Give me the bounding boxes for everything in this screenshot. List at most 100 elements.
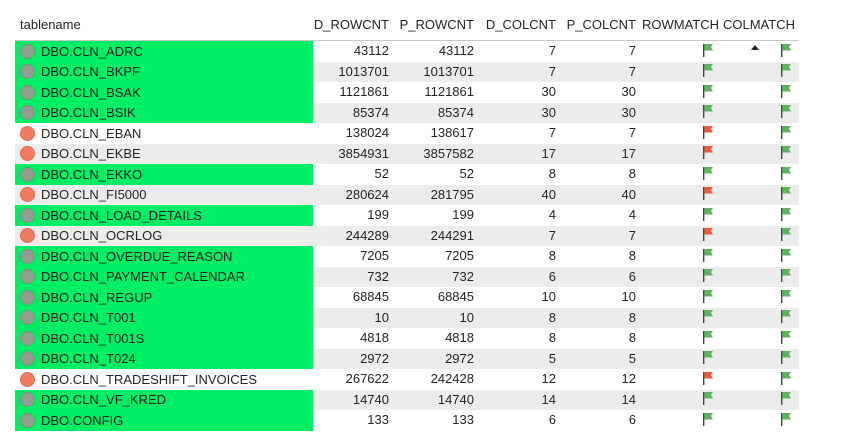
cell-d-colcnt: 17 xyxy=(541,145,556,161)
cell-tablename: DBO.CLN_BSAK xyxy=(15,82,313,103)
cell-p-rowcnt: 732 xyxy=(452,268,474,284)
cell-rowmatch xyxy=(640,227,721,244)
sort-ascending-icon[interactable] xyxy=(751,44,759,50)
cell-tablename: DBO.CLN_FI5000 xyxy=(15,185,313,206)
cell-p-colcnt: 4 xyxy=(628,207,636,223)
table-row[interactable]: DBO.CLN_FI5000 280624 281795 40 40 xyxy=(15,184,799,206)
table-row[interactable]: DBO.CLN_OCRLOG 244289 244291 7 7 xyxy=(15,225,799,246)
tablename-label: DBO.CLN_EKBE xyxy=(41,146,141,162)
cell-d-colcnt: 7 xyxy=(548,43,556,59)
cell-d-colcnt: 8 xyxy=(548,166,556,182)
status-mismatch-icon xyxy=(20,371,35,387)
cell-rowmatch xyxy=(640,43,721,60)
cell-colmatch xyxy=(721,371,799,388)
cell-d-colcnt: 8 xyxy=(548,309,556,325)
cell-p-rowcnt: 3857582 xyxy=(423,145,474,161)
cell-p-colcnt: 14 xyxy=(621,391,636,407)
status-ok-icon xyxy=(20,392,35,408)
status-ok-icon xyxy=(20,64,35,80)
data-table: tablename D_ROWCNT P_ROWCNT D_COLCNT P_C… xyxy=(15,8,799,431)
green-flag-icon xyxy=(780,125,792,139)
green-flag-icon xyxy=(702,391,714,406)
header-tablename[interactable]: tablename xyxy=(20,16,81,32)
cell-rowmatch xyxy=(640,289,721,306)
table-row[interactable]: DBO.CLN_BSAK 1121861 1121861 30 30 xyxy=(15,82,799,103)
table-row[interactable]: DBO.CLN_EKBE 3854931 3857582 17 17 xyxy=(15,143,799,165)
green-flag-icon xyxy=(780,309,792,324)
cell-p-rowcnt: 43112 xyxy=(438,43,474,59)
table-row[interactable]: DBO.CLN_BSIK 85374 85374 30 30 xyxy=(15,102,799,123)
green-flag-icon xyxy=(702,330,714,344)
green-flag-icon xyxy=(780,289,792,303)
cell-p-colcnt: 12 xyxy=(621,371,636,387)
tablename-label: DBO.CLN_BSIK xyxy=(41,105,136,121)
cell-tablename: DBO.CONFIG xyxy=(15,410,313,431)
cell-d-rowcnt: 4818 xyxy=(360,330,389,346)
header-colmatch[interactable]: COLMATCH xyxy=(721,17,799,50)
status-mismatch-icon xyxy=(20,125,35,141)
cell-p-colcnt: 8 xyxy=(628,166,636,182)
green-flag-icon xyxy=(702,350,714,365)
red-flag-icon xyxy=(702,371,714,385)
green-flag-icon xyxy=(780,166,792,180)
cell-rowmatch xyxy=(640,391,721,408)
table-row[interactable]: DBO.CLN_ADRC 43112 43112 7 7 xyxy=(15,41,799,62)
table-row[interactable]: DBO.CLN_T001 10 10 8 8 xyxy=(15,307,799,328)
cell-p-rowcnt: 10 xyxy=(459,309,474,325)
cell-tablename: DBO.CLN_EKBE xyxy=(15,144,313,165)
tablename-label: DBO.CLN_T024 xyxy=(41,351,136,367)
table-row[interactable]: DBO.CLN_TRADESHIFT_INVOICES 267622 242428 1… xyxy=(15,369,799,390)
table-body: DBO.CLN_ADRC 43112 43112 7 7 DBO.CLN_BKPF 1013… xyxy=(15,41,799,431)
cell-d-rowcnt: 267622 xyxy=(345,371,389,387)
cell-p-colcnt: 8 xyxy=(628,248,636,264)
green-flag-icon xyxy=(702,207,714,221)
cell-d-rowcnt: 1013701 xyxy=(338,63,389,79)
cell-p-colcnt: 8 xyxy=(628,309,636,325)
table-row[interactable]: DBO.CLN_EBAN 138024 138617 7 7 xyxy=(15,123,799,144)
red-flag-icon xyxy=(702,125,714,139)
cell-rowmatch xyxy=(640,145,721,162)
cell-colmatch xyxy=(721,63,799,80)
cell-d-rowcnt: 280624 xyxy=(345,186,389,202)
table-row[interactable]: DBO.CLN_PAYMENT_CALENDAR 732 732 6 6 xyxy=(15,266,799,287)
cell-p-colcnt: 7 xyxy=(628,125,636,141)
green-flag-icon xyxy=(780,268,792,283)
cell-p-colcnt: 30 xyxy=(621,104,636,120)
table-row[interactable]: DBO.CLN_T024 2972 2972 5 5 xyxy=(15,348,799,369)
status-ok-icon xyxy=(20,310,35,326)
green-flag-icon xyxy=(702,84,714,98)
cell-d-colcnt: 12 xyxy=(541,371,556,387)
green-flag-icon xyxy=(780,104,792,119)
header-rowmatch[interactable]: ROWMATCH xyxy=(642,16,720,32)
cell-d-colcnt: 4 xyxy=(548,207,556,223)
cell-rowmatch xyxy=(640,63,721,80)
cell-colmatch xyxy=(721,227,799,244)
header-p-colcnt[interactable]: P_COLCNT xyxy=(566,16,636,32)
table-row[interactable]: DBO.CONFIG 133 133 6 6 xyxy=(15,410,799,431)
table-row[interactable]: DBO.CLN_OVERDUE_REASON 7205 7205 8 8 xyxy=(15,246,799,267)
cell-colmatch xyxy=(721,248,799,265)
cell-d-rowcnt: 10 xyxy=(374,309,389,325)
table-row[interactable]: DBO.CLN_BKPF 1013701 1013701 7 7 xyxy=(15,61,799,82)
cell-p-colcnt: 17 xyxy=(621,145,636,161)
tablename-label: DBO.CLN_ADRC xyxy=(41,43,143,59)
cell-d-colcnt: 7 xyxy=(548,63,556,79)
cell-p-colcnt: 7 xyxy=(628,227,636,243)
cell-colmatch xyxy=(721,391,799,408)
cell-rowmatch xyxy=(640,166,721,183)
cell-p-rowcnt: 242428 xyxy=(430,371,474,387)
cell-p-colcnt: 5 xyxy=(628,350,636,366)
table-row[interactable]: DBO.CLN_VF_KRED 14740 14740 14 14 xyxy=(15,389,799,410)
table-row[interactable]: DBO.CLN_REGUP 68845 68845 10 10 xyxy=(15,287,799,308)
header-p-rowcnt[interactable]: P_ROWCNT xyxy=(399,16,474,32)
cell-tablename: DBO.CLN_T024 xyxy=(15,348,313,369)
cell-tablename: DBO.CLN_LOAD_DETAILS xyxy=(15,205,313,226)
cell-tablename: DBO.CLN_REGUP xyxy=(15,287,313,308)
table-row[interactable]: DBO.CLN_T001S 4818 4818 8 8 xyxy=(15,328,799,349)
status-ok-icon xyxy=(20,43,35,59)
header-d-colcnt[interactable]: D_COLCNT xyxy=(485,16,556,32)
table-row[interactable]: DBO.CLN_LOAD_DETAILS 199 199 4 4 xyxy=(15,205,799,226)
table-row[interactable]: DBO.CLN_EKKO 52 52 8 8 xyxy=(15,164,799,185)
header-d-rowcnt[interactable]: D_ROWCNT xyxy=(313,16,389,32)
cell-tablename: DBO.CLN_T001 xyxy=(15,307,313,328)
